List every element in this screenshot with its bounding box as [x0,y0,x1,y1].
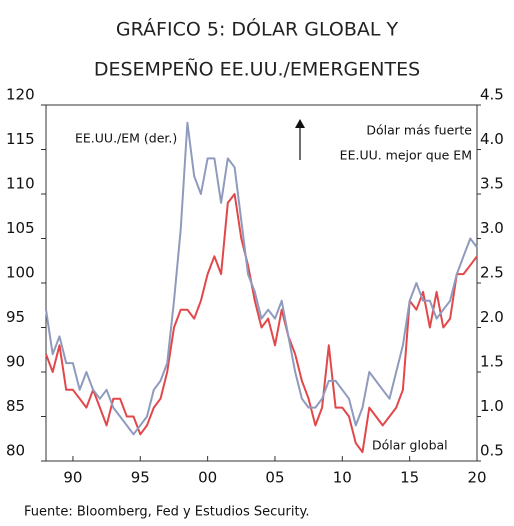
series-line [45,121,478,436]
y2-tick-label: 3.5 [480,175,504,193]
y-tick-label: 115 [6,130,35,148]
y2-tick-label: 2.5 [480,264,504,282]
chart-title: DESEMPEÑO EE.UU./EMERGENTES [94,58,420,81]
y-tick-label: 100 [6,264,35,282]
y-tick-label: 105 [6,219,35,237]
y-tick-label: 85 [6,397,25,415]
y2-tick-label: 0.5 [480,442,504,460]
x-tick-label: 05 [265,469,284,487]
x-tick-label: 15 [400,469,419,487]
y-tick-label: 110 [6,175,35,193]
y2-tick-label: 3.0 [480,219,504,237]
y2-tick-label: 2.0 [480,308,504,326]
series-label: EE.UU./EM (der.) [75,131,177,146]
chart-title: GRÁFICO 5: DÓLAR GLOBAL Y [116,17,399,41]
source: Fuente: Bloomberg, Fed y Estudios Securi… [24,505,310,520]
arrow-head [295,119,305,128]
y-tick-label: 120 [6,86,35,104]
series-line [45,193,478,454]
y-tick-label: 95 [6,308,25,326]
annotation: EE.UU. mejor que EM [340,148,472,163]
x-tick-label: 00 [198,469,217,487]
series-label: Dólar global [372,438,448,453]
x-tick-label: 90 [63,469,82,487]
annotation: Dólar más fuerte [366,123,472,138]
y-tick-label: 90 [6,353,25,371]
y2-tick-label: 4.0 [480,130,504,148]
y2-tick-label: 4.5 [480,86,504,104]
x-tick-label: 95 [131,469,150,487]
x-tick-label: 20 [467,469,486,487]
y2-tick-label: 1.0 [480,397,504,415]
y-tick-label: 80 [6,442,25,460]
x-tick-label: 10 [333,469,352,487]
y2-tick-label: 1.5 [480,353,504,371]
